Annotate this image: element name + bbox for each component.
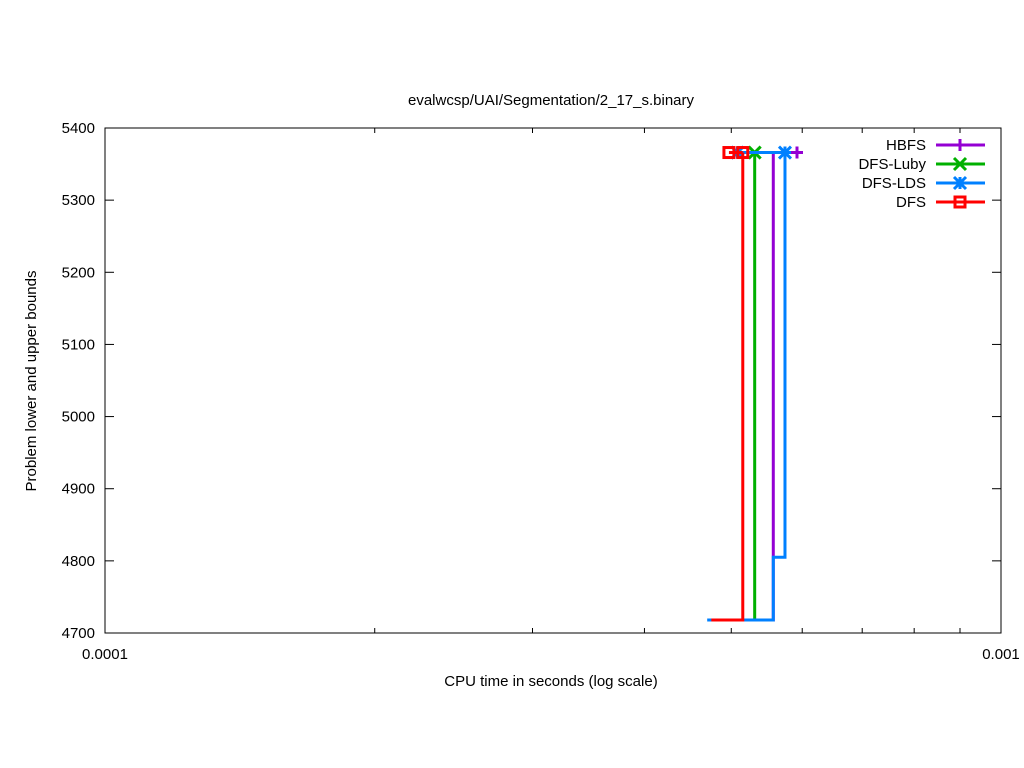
- x-tick-label: 0.001: [982, 646, 1020, 663]
- legend-label: DFS-Luby: [858, 156, 926, 173]
- marker-stroke: [952, 156, 968, 172]
- y-tick-label: 5100: [62, 336, 95, 353]
- series-line: [711, 152, 745, 622]
- x-tick-label: 0.0001: [82, 646, 128, 663]
- series-dfs: [711, 146, 750, 622]
- cross-marker: [952, 156, 968, 172]
- y-tick-label: 4800: [62, 553, 95, 570]
- plus-marker: [954, 139, 966, 151]
- star-marker: [777, 145, 793, 160]
- square-marker: [953, 195, 967, 209]
- legend-label: HBFS: [886, 137, 926, 154]
- series-line: [707, 152, 787, 622]
- plot-frame: [104, 127, 1002, 634]
- legend-label: DFS: [896, 194, 926, 211]
- square-marker: [736, 146, 750, 160]
- marker-stroke: [952, 175, 968, 191]
- y-tick-label: 4900: [62, 481, 95, 498]
- legend-label: DFS-LDS: [862, 175, 926, 192]
- series-dfs-luby: [747, 145, 762, 621]
- x-axis-label: CPU time in seconds (log scale): [444, 673, 657, 690]
- marker-stroke: [722, 146, 736, 160]
- marker-stroke: [777, 145, 793, 160]
- y-tick-label: 5400: [62, 120, 95, 137]
- plus-marker: [791, 146, 803, 159]
- y-tick-label: 4700: [62, 625, 95, 642]
- marker-stroke: [736, 146, 750, 160]
- series-hbfs: [711, 146, 803, 622]
- marker-stroke: [954, 139, 966, 151]
- marker-stroke: [953, 195, 967, 209]
- y-tick-label: 5200: [62, 264, 95, 281]
- series-dfs-lds: [707, 145, 793, 622]
- y-tick-label: 5300: [62, 192, 95, 209]
- y-tick-label: 5000: [62, 409, 95, 426]
- marker-stroke: [791, 146, 803, 159]
- chart-title: evalwcsp/UAI/Segmentation/2_17_s.binary: [408, 92, 694, 109]
- star-marker: [952, 175, 968, 191]
- square-marker: [722, 146, 736, 160]
- y-axis-label: Problem lower and upper bounds: [23, 271, 40, 492]
